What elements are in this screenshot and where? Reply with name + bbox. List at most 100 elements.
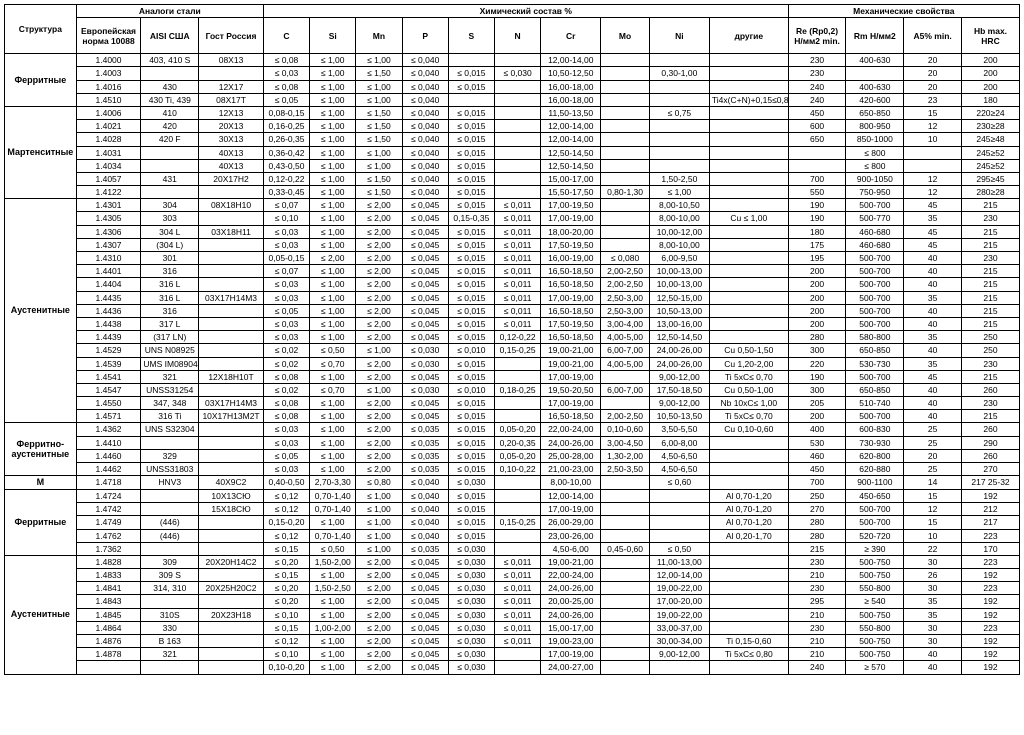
data-cell: 30 [904, 621, 962, 634]
data-cell [494, 410, 540, 423]
data-cell: 2,00-2,50 [601, 410, 650, 423]
data-cell: ≤ 1,00 [310, 172, 356, 185]
data-cell: 1.4841 [76, 582, 141, 595]
data-cell: 2,50-3,00 [601, 291, 650, 304]
data-cell: 30 [904, 582, 962, 595]
data-cell: 230 [962, 397, 1020, 410]
data-cell [141, 186, 199, 199]
data-cell: 15 [904, 516, 962, 529]
data-cell: 10Х17Н13М2Т [199, 410, 264, 423]
data-cell: ≤ 0,03 [263, 238, 309, 251]
data-cell: 500-700 [846, 291, 904, 304]
data-cell: ≤ 0,045 [402, 410, 448, 423]
data-cell: ≤ 0,030 [448, 621, 494, 634]
data-cell: 14 [904, 476, 962, 490]
data-cell: 10 [904, 133, 962, 146]
data-cell: ≤ 1,00 [310, 291, 356, 304]
data-cell: ≤ 1,00 [310, 608, 356, 621]
data-cell: ≤ 0,10 [263, 212, 309, 225]
data-cell: ≤ 1,00 [310, 648, 356, 661]
data-cell [649, 54, 709, 67]
data-cell: ≤ 1,00 [310, 106, 356, 119]
data-cell: 17,00-19,00 [541, 370, 601, 383]
data-cell [601, 80, 650, 93]
data-cell [141, 159, 199, 172]
data-cell: 40 [904, 383, 962, 396]
data-cell [601, 582, 650, 595]
data-cell: ≤ 0,05 [263, 449, 309, 462]
data-cell: 4,50-6,00 [541, 542, 601, 555]
data-cell: ≤ 1,00 [310, 67, 356, 80]
data-cell: 245≥48 [962, 133, 1020, 146]
data-cell: ≤ 0,080 [601, 252, 650, 265]
data-cell: ≤ 0,03 [263, 423, 309, 436]
data-cell: 245≥52 [962, 146, 1020, 159]
table-row: 1.4028420 F30Х130,26-0,35≤ 1,00≤ 1,50≤ 0… [5, 133, 1020, 146]
data-cell: 19,00-21,00 [541, 555, 601, 568]
data-cell [494, 542, 540, 555]
data-cell: 1.4006 [76, 106, 141, 119]
data-cell: 650-850 [846, 344, 904, 357]
table-row: 1.4833309 S≤ 0,15≤ 1,00≤ 2,00≤ 0,045≤ 0,… [5, 569, 1020, 582]
data-cell: 3,50-5,50 [649, 423, 709, 436]
col-c: C [263, 18, 309, 54]
col-a5: A5% min. [904, 18, 962, 54]
data-cell: 1.4828 [76, 555, 141, 568]
data-cell: ≤ 0,03 [263, 67, 309, 80]
data-cell [141, 503, 199, 516]
data-cell [494, 661, 540, 674]
data-cell: 1.4742 [76, 503, 141, 516]
data-cell: 20Х20Н14С2 [199, 555, 264, 568]
data-cell: ≤ 1,00 [310, 159, 356, 172]
data-cell: ≤ 0,015 [448, 146, 494, 159]
data-cell: 200 [788, 304, 846, 317]
data-cell: 4,00-5,00 [601, 357, 650, 370]
data-cell [709, 542, 788, 555]
data-cell: ≤ 1,00 [356, 80, 402, 93]
data-cell: 230 [962, 252, 1020, 265]
data-cell: 12Х17 [199, 80, 264, 93]
table-row: 1.4878321≤ 0,10≤ 1,00≤ 2,00≤ 0,045≤ 0,03… [5, 648, 1020, 661]
data-cell: 6,00-7,00 [601, 383, 650, 396]
data-cell: 16,00-18,00 [541, 93, 601, 106]
table-body: Ферритные1.4000403, 410 S08Х13≤ 0,08≤ 1,… [5, 54, 1020, 674]
data-cell: 4,00-5,00 [601, 331, 650, 344]
data-cell: ≤ 0,030 [402, 344, 448, 357]
data-cell: ≤ 0,045 [402, 595, 448, 608]
data-cell: 215 [962, 410, 1020, 423]
data-cell: 17,00-19,00 [541, 648, 601, 661]
data-cell: ≤ 0,045 [402, 661, 448, 674]
data-cell: ≤ 0,011 [494, 212, 540, 225]
data-cell: 460 [788, 449, 846, 462]
data-cell: 329 [141, 449, 199, 462]
data-cell [494, 357, 540, 370]
data-cell: 25,00-28,00 [541, 449, 601, 462]
data-cell: 223 [962, 529, 1020, 542]
data-cell: 295≥45 [962, 172, 1020, 185]
data-cell: 40Х13 [199, 159, 264, 172]
data-cell: 03Х18Н11 [199, 225, 264, 238]
data-cell: ≤ 0,040 [402, 159, 448, 172]
data-cell: 0,70-1,40 [310, 489, 356, 502]
data-cell: 2,50-3,00 [601, 304, 650, 317]
table-row: М1.4718HNV340Х9С20,40-0,502,70-3,30≤ 0,8… [5, 476, 1020, 490]
data-cell: 0,33-0,45 [263, 186, 309, 199]
data-cell: 4,50-6,50 [649, 463, 709, 476]
data-cell: 45 [904, 370, 962, 383]
data-cell: 0,30-1,00 [649, 67, 709, 80]
data-cell: 40 [904, 304, 962, 317]
data-cell: 6,00-9,50 [649, 252, 709, 265]
data-cell [199, 621, 264, 634]
data-cell: 192 [962, 489, 1020, 502]
table-row: 1.4529UNS N08925≤ 0,02≤ 0,50≤ 1,00≤ 0,03… [5, 344, 1020, 357]
data-cell: 270 [788, 503, 846, 516]
data-cell [494, 370, 540, 383]
data-cell: Ti 5xC≤ 0,70 [709, 370, 788, 383]
data-cell: 510-740 [846, 397, 904, 410]
data-cell: 900-1050 [846, 172, 904, 185]
data-cell [494, 80, 540, 93]
data-cell: ≤ 0,030 [448, 555, 494, 568]
data-cell: 0,12-0,22 [263, 172, 309, 185]
data-cell [494, 476, 540, 490]
data-cell: ≤ 0,030 [402, 357, 448, 370]
